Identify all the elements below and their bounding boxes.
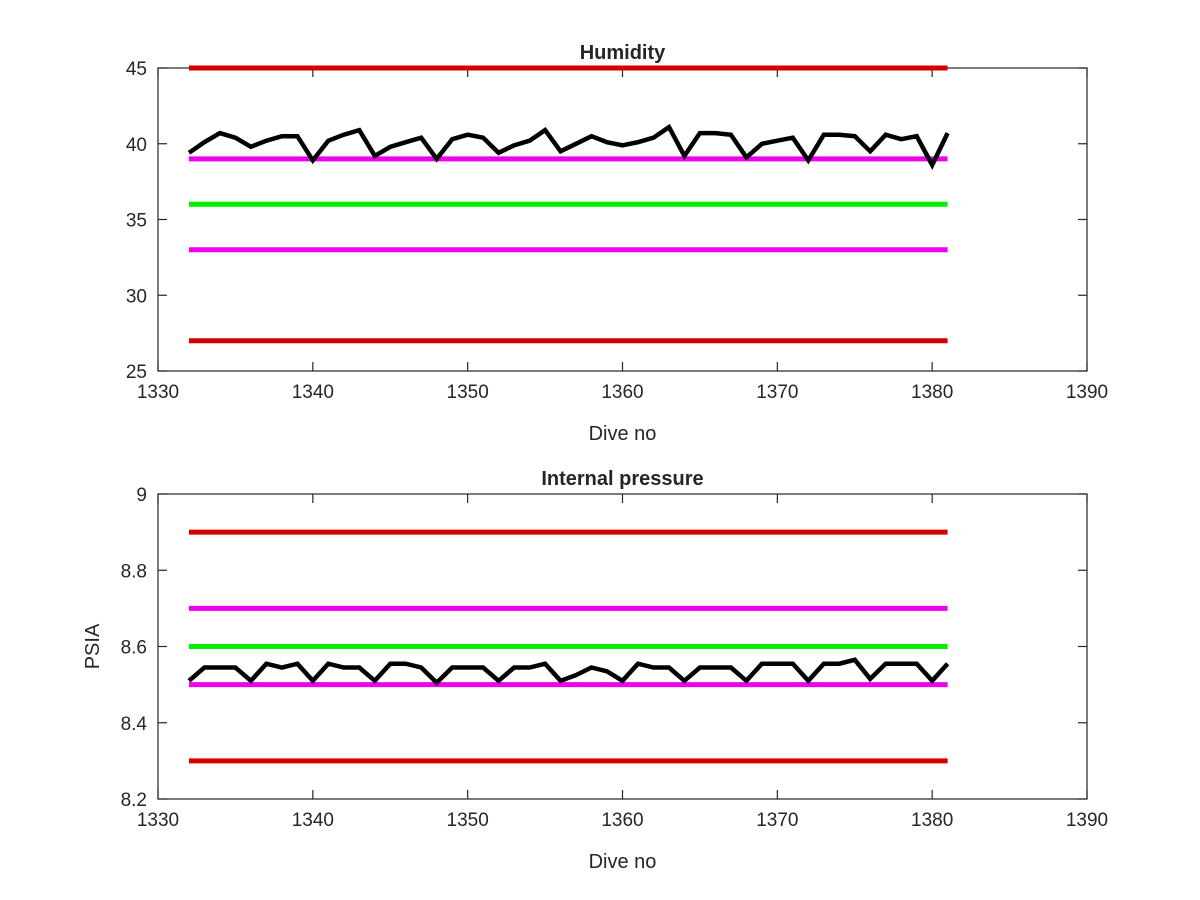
y-tick-label: 8.4 [121,714,148,735]
x-tick-label: 1380 [911,382,953,403]
x-tick-label: 1340 [292,382,334,403]
x-tick-label: 1380 [911,810,953,831]
y-tick-label: 8.2 [121,790,147,811]
y-tick-label: 30 [126,286,147,307]
y-tick-label: 9 [136,485,147,506]
y-tick-label: 25 [126,362,147,383]
chart-title: Internal pressure [541,468,703,490]
subplot-1: 1330 1340 1350 1360 1370 1380 1390 25 30 35 40 45 Hu… [126,42,1108,445]
y-tick-label: 45 [126,59,147,80]
y-tick-label: 8.6 [121,638,147,659]
x-tick-label: 1360 [601,810,643,831]
x-tick-label: 1360 [601,382,643,403]
x-tick-label: 1350 [447,810,489,831]
x-tick-label: 1340 [292,810,334,831]
y-tick-label: 40 [126,135,147,156]
x-tick-label: 1390 [1066,382,1108,403]
x-tick-label: 1370 [756,382,798,403]
data-series-line [187,657,950,686]
y-axis-label: PSIA [82,623,104,669]
x-axis-label: Dive no [589,423,657,445]
y-tick-label: 8.8 [121,561,147,582]
axes-frame [157,67,1088,372]
x-tick-label: 1370 [756,810,798,831]
data-series-line [187,123,950,170]
chart-title: Humidity [580,42,666,64]
y-tick-label: 35 [126,211,147,232]
subplot-2: 1330 1340 1350 1360 1370 1380 1390 8.2 8.4 8.6 8.8… [82,468,1108,873]
x-tick-label: 1330 [137,382,179,403]
x-axis-label: Dive no [589,851,657,873]
x-tick-label: 1350 [447,382,489,403]
x-tick-label: 1330 [137,810,179,831]
x-tick-label: 1390 [1066,810,1108,831]
